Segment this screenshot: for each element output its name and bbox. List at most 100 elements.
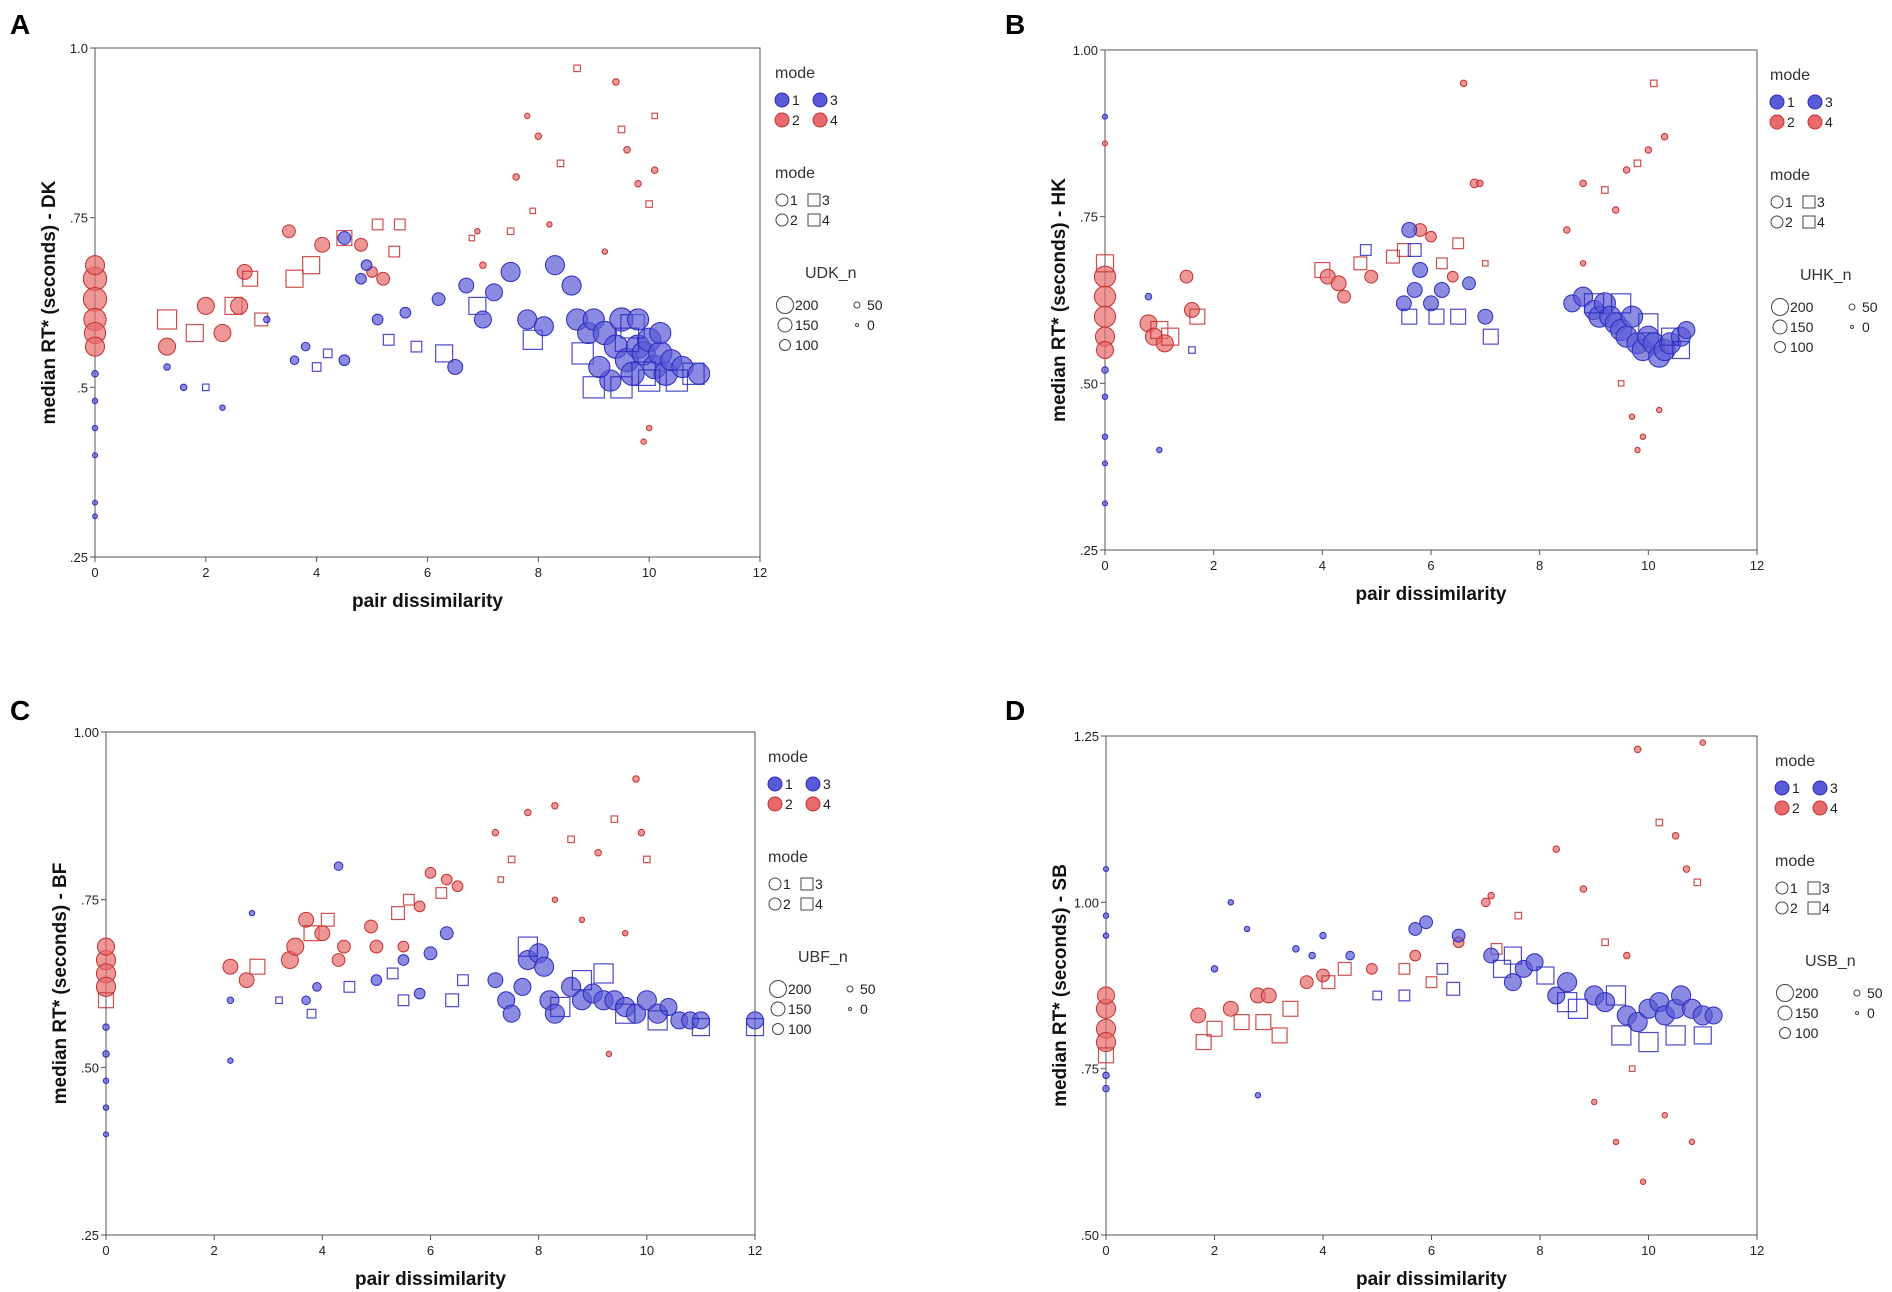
legend-size-circle — [772, 1023, 784, 1035]
data-point — [645, 424, 653, 432]
data-point — [487, 972, 504, 989]
data-point — [451, 880, 464, 893]
y-tick-label: .75 — [1080, 210, 1098, 225]
x-tick-label: 8 — [1536, 1243, 1543, 1258]
data-point — [1401, 222, 1418, 238]
data-point — [242, 270, 259, 287]
data-point — [1677, 321, 1696, 339]
data-point — [439, 926, 454, 941]
legend-size-circle — [1855, 1011, 1859, 1015]
data-point — [1665, 1025, 1686, 1046]
data-point — [179, 383, 188, 392]
data-point — [1407, 243, 1422, 258]
data-point — [1492, 959, 1512, 978]
data-point — [1480, 897, 1491, 908]
data-point — [1101, 366, 1109, 374]
x-tick-label: 0 — [102, 1243, 109, 1258]
data-point — [551, 802, 559, 810]
plot-frame — [94, 47, 761, 558]
data-point — [1547, 986, 1566, 1005]
data-point — [500, 261, 521, 283]
data-point — [610, 376, 633, 399]
legend-shape-label: 4 — [1822, 900, 1830, 916]
legend-color-label: 2 — [792, 112, 800, 128]
data-point — [1450, 308, 1467, 325]
data-point — [1406, 282, 1423, 298]
data-point — [102, 1131, 110, 1138]
legend-size-circle — [1776, 984, 1794, 1002]
data-point — [491, 828, 500, 837]
data-point — [512, 173, 520, 181]
data-point — [1655, 818, 1664, 827]
legend-size-title: UBF_n — [798, 949, 848, 966]
x-tick-label: 10 — [642, 565, 656, 580]
data-point — [431, 292, 446, 307]
legend-color-label: 4 — [1825, 114, 1833, 130]
data-point — [84, 255, 106, 276]
data-point — [745, 1017, 765, 1037]
data-point — [578, 916, 586, 924]
x-tick-label: 12 — [1750, 558, 1764, 573]
data-point — [95, 976, 117, 997]
plot-frame — [1105, 735, 1758, 1236]
data-point — [289, 355, 300, 365]
data-point — [594, 848, 602, 857]
data-point — [1271, 1027, 1288, 1044]
data-point — [1353, 256, 1368, 271]
legend-size-label: 150 — [795, 317, 819, 333]
data-point — [236, 264, 253, 280]
y-tick-label: 1.25 — [1074, 729, 1099, 744]
data-point — [1655, 406, 1663, 414]
legend-color-title: mode — [768, 749, 808, 766]
legend-size-circle — [1848, 303, 1856, 311]
data-point — [337, 231, 352, 245]
y-axis-label: median RT* (seconds) - BF — [50, 863, 71, 1105]
data-point — [1102, 866, 1110, 873]
panel-letter: B — [1005, 9, 1025, 40]
data-point — [230, 296, 249, 315]
data-point — [640, 438, 647, 445]
x-tick-label: 4 — [1319, 1243, 1326, 1258]
data-point — [1292, 945, 1300, 953]
legend-size-title: UHK_n — [1800, 267, 1852, 284]
data-point — [306, 1008, 317, 1019]
data-point — [582, 376, 605, 399]
data-point — [311, 362, 322, 372]
data-point — [1093, 265, 1117, 288]
legend-size-label: 200 — [1790, 299, 1814, 315]
legend-size-circle — [777, 317, 793, 333]
data-point — [1487, 891, 1495, 900]
data-point — [1557, 972, 1578, 993]
x-tick-label: 12 — [748, 1243, 762, 1258]
data-point — [546, 221, 553, 228]
data-point — [1579, 260, 1587, 267]
data-point — [83, 286, 108, 312]
legend-color-label: 3 — [830, 92, 838, 108]
y-tick-label: 1.00 — [1074, 895, 1099, 910]
x-tick-label: 12 — [1750, 1243, 1764, 1258]
data-point — [1372, 990, 1383, 1001]
data-point — [1436, 962, 1449, 975]
data-point — [1612, 1138, 1620, 1146]
data-point — [423, 946, 438, 961]
data-point — [1601, 938, 1609, 947]
data-point — [1101, 500, 1109, 507]
data-point — [1255, 1014, 1272, 1031]
data-point — [1435, 257, 1448, 270]
data-point — [1222, 1000, 1239, 1017]
data-point — [1308, 951, 1316, 960]
data-point — [1359, 244, 1372, 256]
data-point — [571, 342, 594, 365]
data-point — [388, 245, 401, 258]
data-point — [97, 992, 115, 1009]
data-point — [302, 256, 321, 275]
data-point — [1433, 282, 1450, 298]
legend-size-circle — [855, 323, 859, 327]
legend-shape-title: mode — [1775, 853, 1815, 870]
data-point — [275, 996, 283, 1005]
data-point — [102, 1104, 110, 1111]
